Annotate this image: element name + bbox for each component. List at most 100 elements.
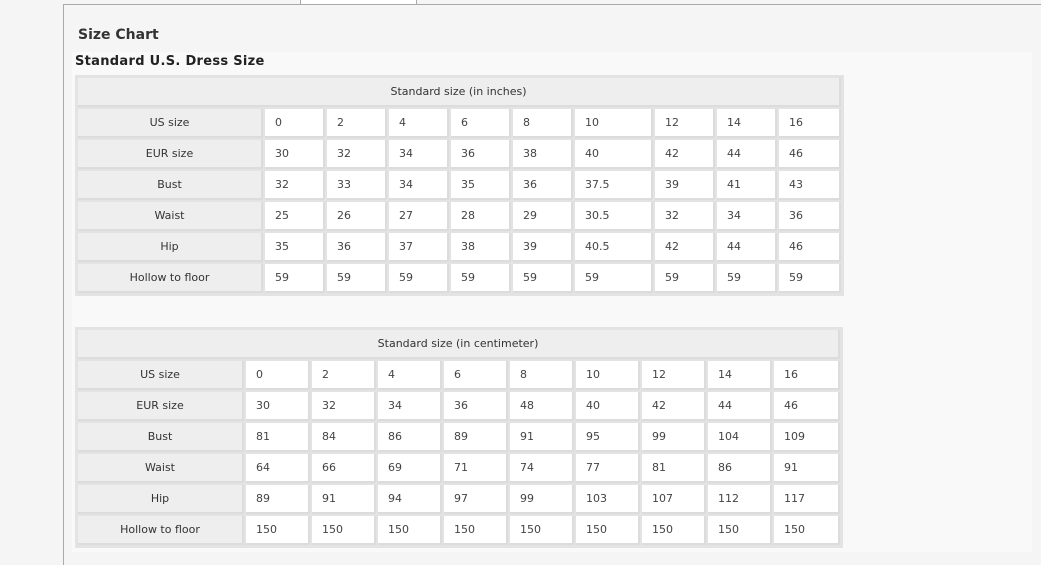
table-cell: 30	[265, 140, 325, 169]
row-label: Hollow to floor	[78, 264, 263, 293]
table-cell: 44	[708, 392, 772, 421]
table-cell: 16	[774, 361, 841, 390]
table-cell: 112	[708, 485, 772, 514]
row-label: US size	[78, 361, 244, 390]
table-row: US size 0 2 4 6 8 10 12 14 16	[78, 109, 842, 138]
table-cell: 150	[510, 516, 574, 545]
row-label: Hip	[78, 485, 244, 514]
table-cell: 99	[510, 485, 574, 514]
table-cell: 40.5	[575, 233, 653, 262]
table-cell: 12	[642, 361, 706, 390]
table-header: Standard size (in centimeter)	[78, 330, 841, 359]
table-cell: 28	[451, 202, 511, 231]
table-row: Hollow to floor 150 150 150 150 150 150 150 150 1…	[78, 516, 841, 545]
table-cell: 59	[779, 264, 842, 293]
table-cell: 46	[779, 233, 842, 262]
table-cell: 14	[708, 361, 772, 390]
table-cell: 64	[246, 454, 310, 483]
table-cell: 48	[510, 392, 574, 421]
table-cell: 77	[576, 454, 640, 483]
table-cell: 66	[312, 454, 376, 483]
table-cell: 86	[378, 423, 442, 452]
table-cell: 35	[451, 171, 511, 200]
table-row: Bust 32 33 34 35 36 37.5 39 41 43	[78, 171, 842, 200]
row-label: Hollow to floor	[78, 516, 244, 545]
table-cell: 104	[708, 423, 772, 452]
row-label: Bust	[78, 171, 263, 200]
table-cell: 59	[575, 264, 653, 293]
table-cell: 46	[774, 392, 841, 421]
table-cell: 81	[246, 423, 310, 452]
table-cell: 59	[265, 264, 325, 293]
table-cell: 2	[312, 361, 376, 390]
table-cell: 0	[265, 109, 325, 138]
table-cell: 12	[655, 109, 715, 138]
table-row: Waist 25 26 27 28 29 30.5 32 34 36	[78, 202, 842, 231]
table-cell: 150	[576, 516, 640, 545]
table-cell: 8	[513, 109, 573, 138]
table-cell: 25	[265, 202, 325, 231]
table-cell: 16	[779, 109, 842, 138]
table-row: Hip 35 36 37 38 39 40.5 42 44 46	[78, 233, 842, 262]
table-row: Hollow to floor 59 59 59 59 59 59 59 59 59	[78, 264, 842, 293]
tab[interactable]	[300, 0, 417, 4]
table-cell: 40	[576, 392, 640, 421]
table-cell: 97	[444, 485, 508, 514]
table-cell: 32	[265, 171, 325, 200]
table-cell: 10	[576, 361, 640, 390]
table-cell: 8	[510, 361, 574, 390]
size-table-inches: Standard size (in inches) US size 0 2 4 6 8 10 1…	[75, 75, 845, 296]
table-cell: 150	[444, 516, 508, 545]
table-cell: 42	[655, 140, 715, 169]
table-cell: 40	[575, 140, 653, 169]
table-cell: 95	[576, 423, 640, 452]
table-cell: 34	[389, 140, 449, 169]
table-cell: 150	[246, 516, 310, 545]
table-cell: 26	[327, 202, 387, 231]
table-cell: 150	[378, 516, 442, 545]
section-title: Standard U.S. Dress Size	[75, 54, 265, 69]
table-cell: 32	[327, 140, 387, 169]
table-cell: 81	[642, 454, 706, 483]
table-cell: 84	[312, 423, 376, 452]
row-label: Bust	[78, 423, 244, 452]
table-cell: 14	[717, 109, 777, 138]
table-cell: 86	[708, 454, 772, 483]
table-cell: 150	[312, 516, 376, 545]
table-cell: 6	[451, 109, 511, 138]
table-cell: 59	[717, 264, 777, 293]
table-cell: 150	[774, 516, 841, 545]
table-cell: 91	[510, 423, 574, 452]
table-cell: 91	[312, 485, 376, 514]
page-title: Size Chart	[78, 27, 159, 43]
size-table-centimeter: Standard size (in centimeter) US size 0 2 4 6…	[75, 327, 844, 548]
table-cell: 37.5	[575, 171, 653, 200]
table-cell: 36	[513, 171, 573, 200]
table-cell: 38	[451, 233, 511, 262]
table-cell: 36	[779, 202, 842, 231]
table-cell: 103	[576, 485, 640, 514]
table-cell: 89	[444, 423, 508, 452]
table-cell: 34	[389, 171, 449, 200]
table-cell: 107	[642, 485, 706, 514]
table-cell: 34	[378, 392, 442, 421]
table-cell: 6	[444, 361, 508, 390]
table-cell: 43	[779, 171, 842, 200]
table-cell: 44	[717, 140, 777, 169]
table-cell: 74	[510, 454, 574, 483]
table-cell: 42	[655, 233, 715, 262]
table-row: Waist 64 66 69 71 74 77 81 86 91	[78, 454, 841, 483]
table-cell: 2	[327, 109, 387, 138]
table-cell: 39	[655, 171, 715, 200]
table-cell: 59	[451, 264, 511, 293]
table-header-row: Standard size (in centimeter)	[78, 330, 841, 359]
table-row: Bust 81 84 86 89 91 95 99 104 109	[78, 423, 841, 452]
table-cell: 10	[575, 109, 653, 138]
table-cell: 34	[717, 202, 777, 231]
table-cell: 0	[246, 361, 310, 390]
row-label: Waist	[78, 454, 244, 483]
table-row: EUR size 30 32 34 36 38 40 42 44 46	[78, 140, 842, 169]
table-cell: 59	[389, 264, 449, 293]
table-row: US size 0 2 4 6 8 10 12 14 16	[78, 361, 841, 390]
row-label: EUR size	[78, 140, 263, 169]
